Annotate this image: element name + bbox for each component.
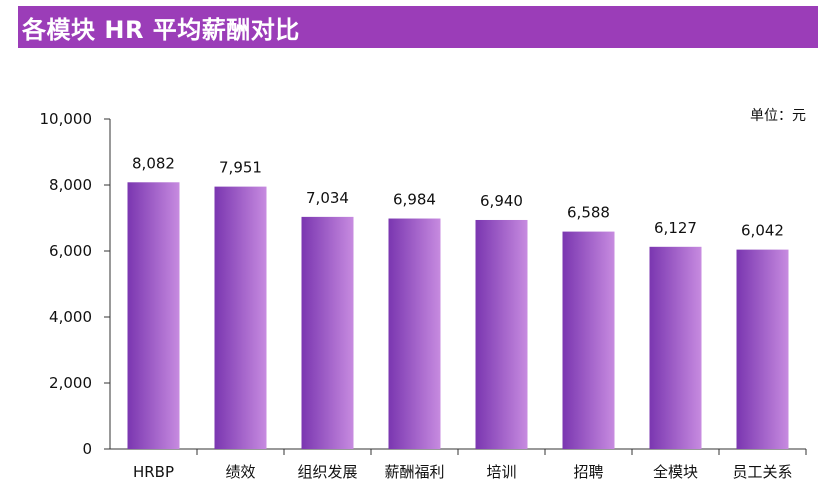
title-bar: 各模块 HR 平均薪酬对比 [18,6,818,48]
y-tick-label: 10,000 [40,110,93,128]
y-tick-label: 6,000 [49,242,92,260]
bar-5 [562,231,615,449]
y-tick-label: 0 [82,440,92,458]
data-label: 7,034 [306,189,349,207]
x-tick-label: 招聘 [573,463,603,481]
data-label: 8,082 [132,154,175,172]
bar-6 [649,246,702,449]
x-tick-label: HRBP [133,463,174,481]
data-label: 6,940 [480,192,523,210]
data-label: 6,588 [567,204,610,222]
bar-4 [475,219,528,449]
chart-title: 各模块 HR 平均薪酬对比 [22,15,300,44]
unit-label: 单位：元 [750,108,806,124]
data-label: 6,042 [741,222,784,240]
data-label: 6,984 [393,191,436,209]
bar-1 [214,186,267,449]
x-tick-label: 培训 [486,463,516,481]
y-tick-label: 4,000 [49,308,92,326]
x-tick-label: 绩效 [225,463,255,481]
bar-7 [736,249,789,449]
x-tick-label: 员工关系 [732,463,792,481]
data-label: 7,951 [219,159,262,177]
y-tick-label: 8,000 [49,176,92,194]
x-tick-label: 全模块 [653,463,698,481]
x-tick-label: 薪酬福利 [384,463,444,481]
data-label: 6,127 [654,219,697,237]
bar-2 [301,216,354,449]
x-tick-label: 组织发展 [297,463,357,481]
bar-0 [127,182,180,449]
y-tick-label: 2,000 [49,374,92,392]
bar-3 [388,218,441,449]
